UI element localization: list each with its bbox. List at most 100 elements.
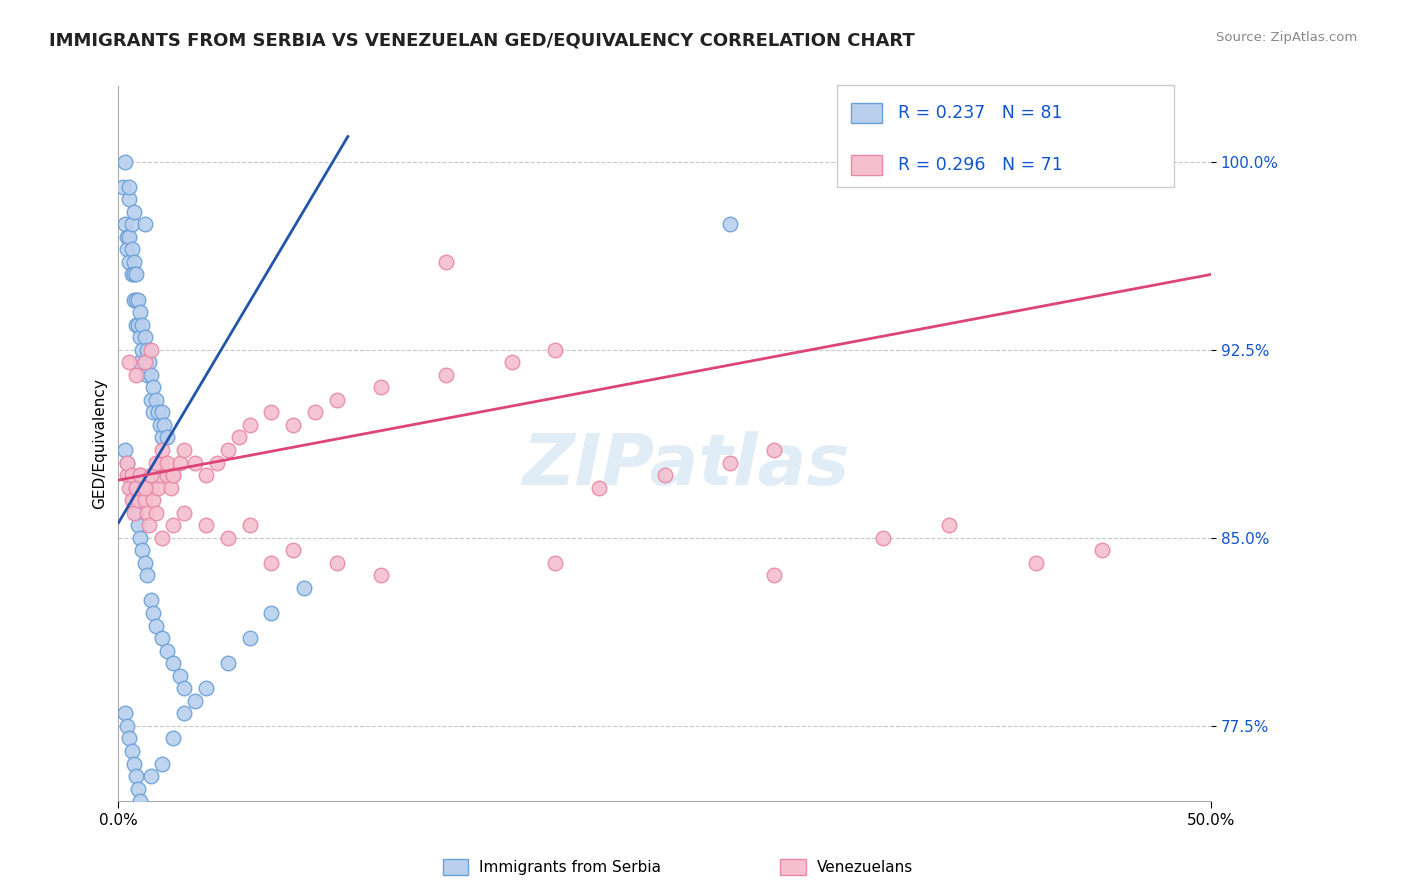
Point xyxy=(121,468,143,483)
Point xyxy=(762,568,785,582)
Point xyxy=(304,405,326,419)
Point xyxy=(145,392,167,407)
Point xyxy=(162,468,184,483)
Point xyxy=(155,643,177,657)
Point xyxy=(434,368,457,382)
Point xyxy=(173,706,195,721)
Point xyxy=(205,456,228,470)
Point xyxy=(134,556,156,570)
Point xyxy=(115,456,138,470)
Point xyxy=(115,719,138,733)
Point xyxy=(115,230,138,244)
Point xyxy=(114,706,136,721)
Point xyxy=(125,293,148,307)
Point xyxy=(173,681,195,696)
Point xyxy=(141,392,163,407)
Point xyxy=(129,305,152,319)
Point xyxy=(153,417,176,432)
Point xyxy=(135,368,157,382)
Point xyxy=(129,531,152,545)
Point xyxy=(588,481,610,495)
Point xyxy=(217,656,239,670)
Text: R = 0.296   N = 71: R = 0.296 N = 71 xyxy=(898,156,1063,174)
Point xyxy=(121,744,143,758)
Point xyxy=(194,518,217,533)
Point xyxy=(125,769,148,783)
Point xyxy=(131,543,153,558)
Point xyxy=(122,506,145,520)
Point xyxy=(115,456,138,470)
Point xyxy=(121,268,143,282)
Point xyxy=(370,568,392,582)
Point xyxy=(138,355,160,369)
Point xyxy=(150,631,173,645)
Point xyxy=(141,343,163,357)
Point xyxy=(184,456,207,470)
Text: Source: ZipAtlas.com: Source: ZipAtlas.com xyxy=(1216,31,1357,45)
Point xyxy=(1090,543,1112,558)
Point xyxy=(145,506,167,520)
Point xyxy=(122,255,145,269)
Point xyxy=(718,456,741,470)
Point xyxy=(283,417,305,432)
Point xyxy=(150,756,173,771)
Point xyxy=(149,417,172,432)
Point xyxy=(141,481,163,495)
Point xyxy=(155,430,177,444)
Point xyxy=(162,731,184,746)
Point xyxy=(118,230,141,244)
Point xyxy=(138,518,160,533)
Point xyxy=(118,731,141,746)
Point xyxy=(146,481,169,495)
Point xyxy=(118,192,141,206)
Point xyxy=(131,343,153,357)
Point xyxy=(121,493,143,508)
Point xyxy=(115,468,138,483)
Point xyxy=(260,405,283,419)
Point xyxy=(184,694,207,708)
Point xyxy=(118,355,141,369)
Point xyxy=(872,531,894,545)
Point xyxy=(1025,556,1047,570)
Point xyxy=(127,493,149,508)
Point xyxy=(326,392,349,407)
Point xyxy=(134,217,156,231)
Point xyxy=(150,405,173,419)
Point xyxy=(127,293,149,307)
Point xyxy=(238,518,260,533)
Point xyxy=(260,606,283,620)
Point xyxy=(938,518,960,533)
Text: Venezuelans: Venezuelans xyxy=(817,860,912,874)
Point xyxy=(238,417,260,432)
Y-axis label: GED/Equivalency: GED/Equivalency xyxy=(93,378,107,509)
Point xyxy=(501,355,523,369)
Point xyxy=(111,179,134,194)
Point xyxy=(150,456,173,470)
Point xyxy=(125,506,148,520)
Point xyxy=(544,556,567,570)
Point xyxy=(142,493,165,508)
Point xyxy=(173,506,195,520)
Point xyxy=(114,217,136,231)
Point xyxy=(260,556,283,570)
Point xyxy=(125,318,148,332)
Point xyxy=(118,179,141,194)
Point xyxy=(155,468,177,483)
Point xyxy=(131,481,153,495)
Point xyxy=(162,468,184,483)
Point xyxy=(127,318,149,332)
Point xyxy=(326,556,349,570)
Point xyxy=(654,468,676,483)
Point xyxy=(121,481,143,495)
Point xyxy=(118,468,141,483)
Point xyxy=(121,243,143,257)
Point xyxy=(145,456,167,470)
Point xyxy=(129,468,152,483)
Point xyxy=(122,493,145,508)
Point xyxy=(142,405,165,419)
Point xyxy=(162,656,184,670)
Text: IMMIGRANTS FROM SERBIA VS VENEZUELAN GED/EQUIVALENCY CORRELATION CHART: IMMIGRANTS FROM SERBIA VS VENEZUELAN GED… xyxy=(49,31,915,49)
Point xyxy=(122,756,145,771)
Point xyxy=(194,468,217,483)
Point xyxy=(169,456,191,470)
